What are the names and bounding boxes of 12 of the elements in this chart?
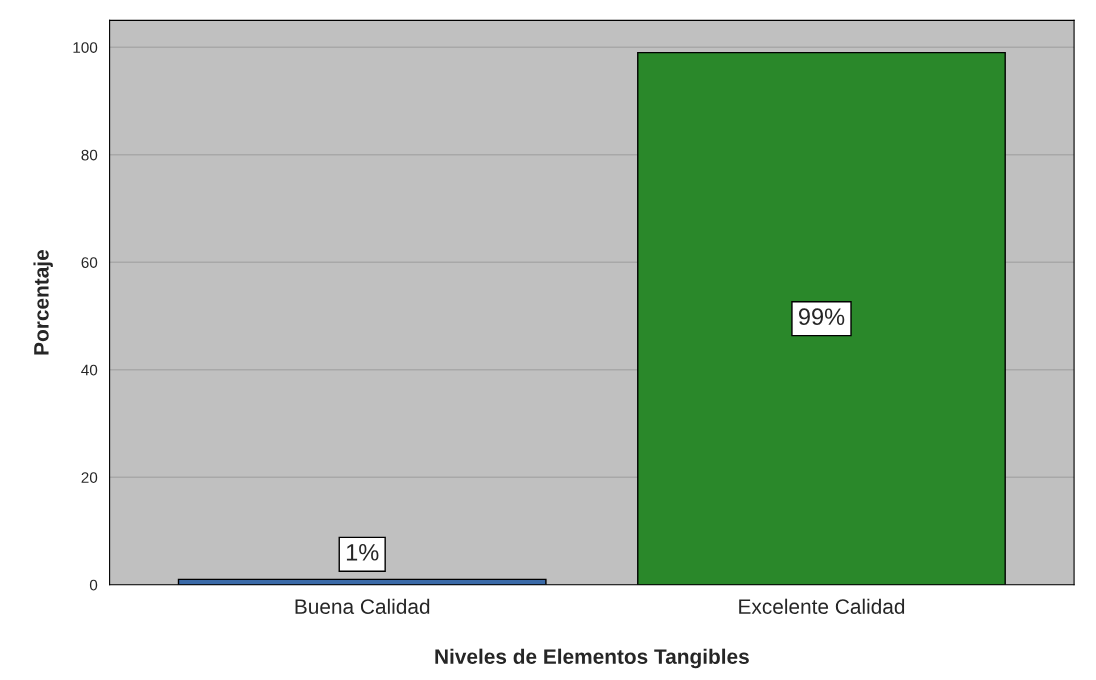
- y-tick-label: 0: [89, 579, 98, 591]
- y-tick-label: 80: [81, 149, 98, 161]
- y-tick-label: 100: [73, 42, 98, 53]
- y-tick-label: 20: [81, 472, 98, 483]
- data-label: 1%: [346, 544, 379, 561]
- x-tick-label: Buena Calidad: [295, 598, 430, 614]
- y-tick-label: 40: [81, 364, 98, 376]
- x-tick-label: Excelente Calidad: [739, 598, 905, 614]
- y-axis-title: Porcentaje: [33, 250, 53, 355]
- y-tick-label: 60: [81, 257, 98, 268]
- x-axis-title: Niveles de Elementos Tangibles: [435, 648, 749, 669]
- data-label: 99%: [798, 308, 845, 326]
